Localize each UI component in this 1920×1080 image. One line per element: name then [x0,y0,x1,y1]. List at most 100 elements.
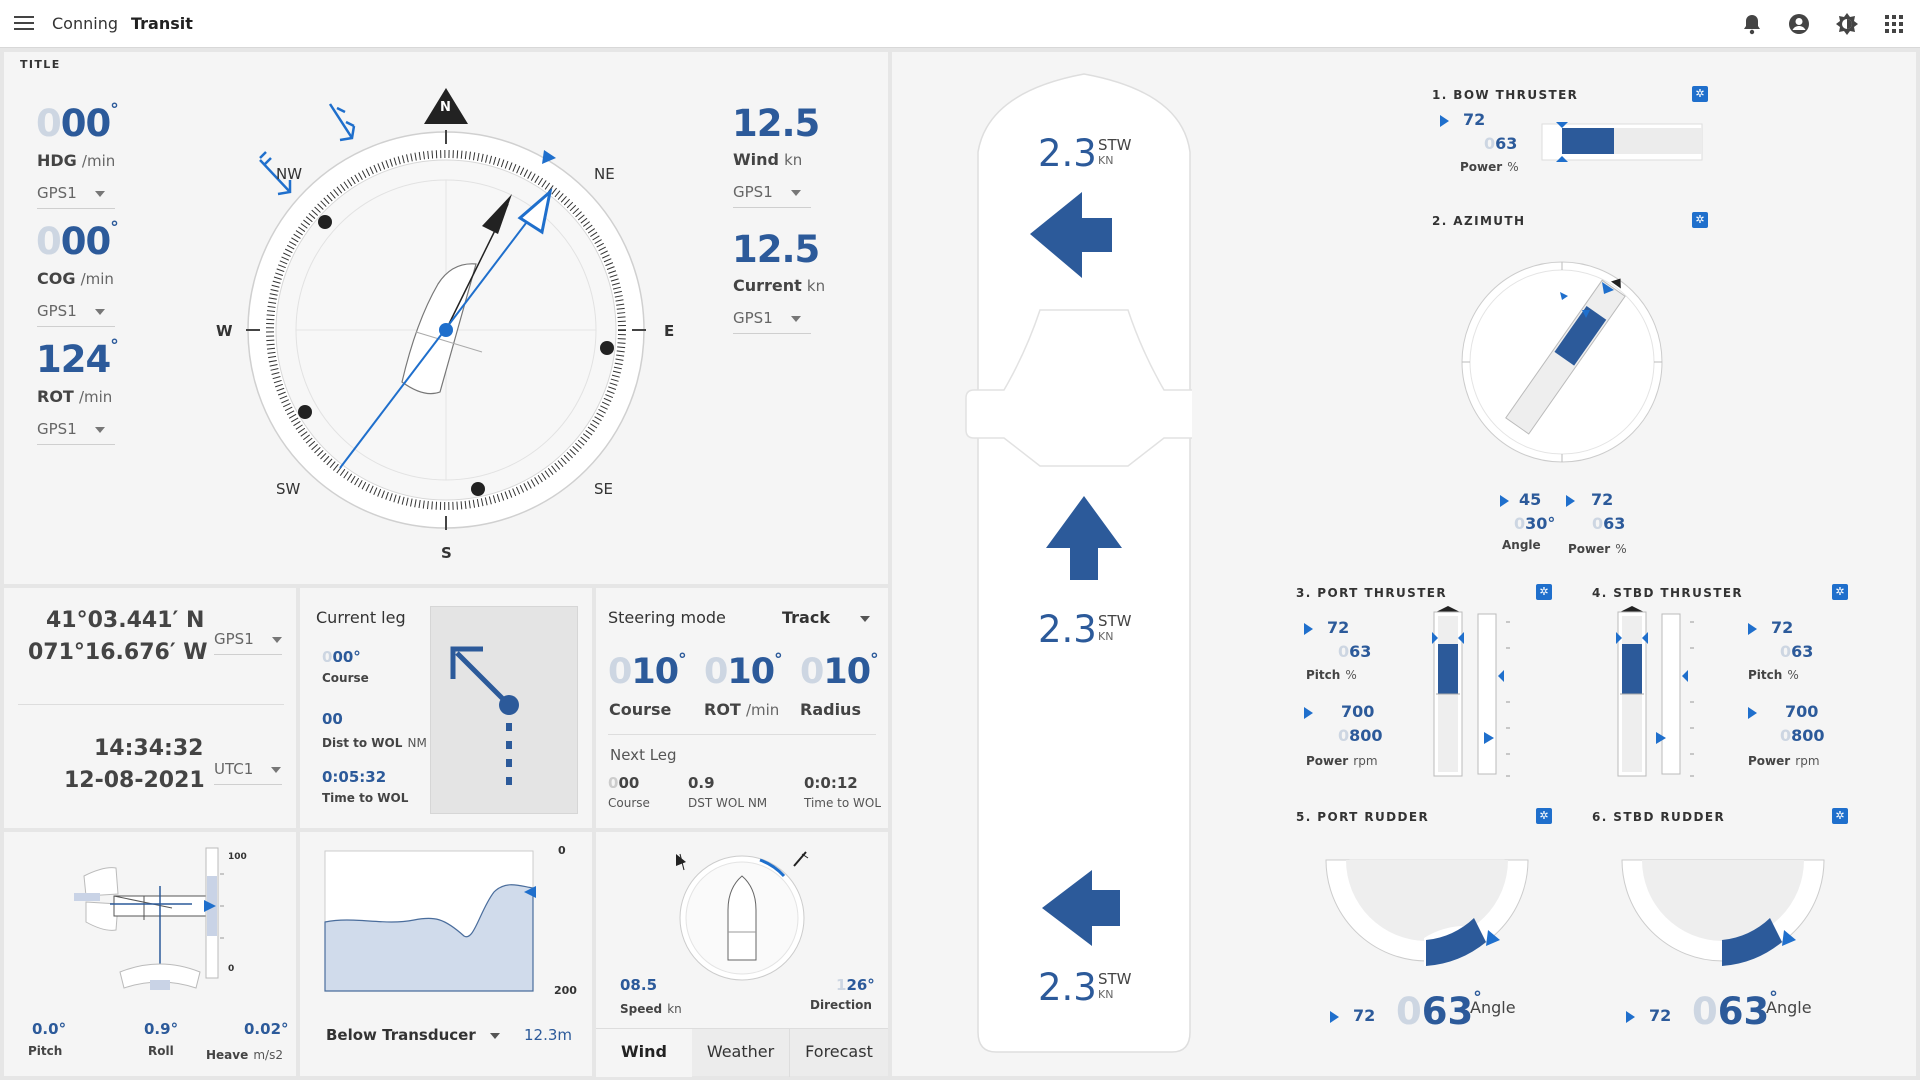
current-label: Current kn [733,276,826,295]
account-icon[interactable] [1788,13,1810,35]
steer-radius-value: 010° [800,650,879,693]
bell-icon[interactable] [1742,13,1762,35]
cardinal-sw: SW [276,480,301,498]
port-power-set: 700 [1304,702,1374,721]
leg-course: 000° [322,648,361,666]
steer-rot-value: 010° [704,650,783,693]
azimuth-title: 2. AZIMUTH [1432,214,1526,228]
cog-value: 000° [36,218,119,264]
leg-diagram [430,606,578,814]
nl-time-label: Time to WOL [804,796,882,810]
wind-dial [676,851,809,981]
propulsion-panel: 2.3 STW KN 2.3 STW KN 2.3 STW KN 1. BOW THRUST… [892,52,1916,1076]
current-value: 12.5 [732,228,820,271]
bow-power-bar [1541,122,1703,162]
cardinal-e: E [664,322,675,340]
rot-label: ROT /min [37,387,113,406]
port-power-actual: 0800 [1338,726,1383,745]
leg-dist-label: Dist to WOL NM [322,736,427,750]
hdg-source-select[interactable]: GPS1 [37,184,105,202]
time-source-select[interactable]: UTC1 [214,760,281,778]
stbd-rudder-set: 72 [1626,1006,1671,1025]
azimuth-power-label: Power % [1568,542,1627,556]
bow-label: Power % [1460,160,1519,174]
wind-panel: 08.5 Speed kn 126° Direction Wind Weathe… [596,832,888,1077]
stbd-power-set: 700 [1748,702,1818,721]
clock-date: 12-08-2021 [64,768,205,793]
nl-course-label: Course [608,796,650,810]
tab-weather[interactable]: Weather [692,1029,790,1077]
stbd-pitch-set: 72 [1748,618,1793,637]
heave-value: 0.02° [244,1020,289,1038]
apps-icon[interactable] [1885,15,1903,33]
cog-label: COG /min [37,269,114,288]
next-leg-title: Next Leg [610,746,677,764]
hdg-value: 000° [36,100,119,146]
port-thruster-title: 3. PORT THRUSTER [1296,586,1448,600]
port-thruster-bars [1432,606,1510,777]
page-title: Transit [131,14,193,33]
cardinal-nw: NW [276,165,303,183]
wind-tab-bar: Wind Weather Forecast [596,1028,888,1077]
azimuth-settings-icon[interactable]: ✲ [1692,212,1708,228]
nl-dst: 0.9 [688,774,715,792]
port-thruster-settings-icon[interactable]: ✲ [1536,584,1552,600]
pitch-value: 0.0° [32,1020,67,1038]
depth-scale-bottom: 200 [554,984,577,997]
depth-reference-select[interactable]: Below Transducer [326,1026,500,1044]
port-rudder-settings-icon[interactable]: ✲ [1536,808,1552,824]
rot-source-select[interactable]: GPS1 [37,420,105,438]
steering-panel: Steering mode Track 010° Course 010° ROT… [596,588,888,828]
port-rudder-gauge [1325,859,1529,966]
port-pitch-set: 72 [1304,618,1349,637]
steer-rot-label: ROT /min [704,700,780,719]
stw-mid: 2.3 STW KN [1038,608,1132,651]
steer-course-value: 010° [608,650,687,693]
clock-time: 14:34:32 [94,736,204,761]
azimuth-angle-actual: 030° [1514,514,1556,533]
port-power-label: Power rpm [1306,754,1378,768]
position-panel: 41°03.441′ N 071°16.676′ W GPS1 14:34:32… [4,588,296,828]
cog-source-select[interactable]: GPS1 [37,302,105,320]
stbd-power-actual: 0800 [1780,726,1825,745]
stbd-rudder-actual: 063° [1692,988,1778,1034]
wind-label: Wind kn [733,150,803,169]
wind-direction-value: 126° [836,976,875,994]
menu-icon[interactable] [14,16,34,30]
current-source-select[interactable]: GPS1 [733,309,801,327]
wind-speed-value: 08.5 [620,976,658,994]
tab-wind[interactable]: Wind [596,1029,692,1077]
current-leg-title: Current leg [316,608,406,627]
bow-thruster-title: 1. BOW THRUSTER [1432,88,1579,102]
stbd-pitch-label: Pitch % [1748,668,1799,682]
hdg-label: HDG /min [37,151,116,170]
tab-forecast[interactable]: Forecast [805,1042,873,1061]
pitch-label: Pitch [28,1044,63,1058]
azimuth-power-actual: 063 [1592,514,1626,533]
roll-label: Roll [148,1044,174,1058]
stbd-power-label: Power rpm [1748,754,1820,768]
wind-source-select[interactable]: GPS1 [733,183,801,201]
depth-chart [324,850,536,992]
attitude-panel: 100 0 0.0° Pitch 0.9° Roll 0.02° Heave m… [4,832,296,1076]
steering-mode-select[interactable]: Track [782,608,870,627]
bow-actual: 063 [1484,134,1518,153]
panel-title: TITLE [20,58,61,71]
stbd-rudder-settings-icon[interactable]: ✲ [1832,808,1848,824]
steer-radius-label: Radius [800,700,861,719]
port-rudder-set: 72 [1330,1006,1375,1025]
cardinal-n: N [440,100,451,115]
cardinal-w: W [216,322,233,340]
depth-panel: 0 200 Below Transducer 12.3m [300,832,592,1076]
stbd-thruster-settings-icon[interactable]: ✲ [1832,584,1848,600]
brightness-icon[interactable] [1835,12,1859,36]
depth-scale-top: 0 [558,844,566,857]
nl-course: 000 [608,774,640,792]
steering-mode-title: Steering mode [608,608,726,627]
compass-panel: TITLE 000° HDG /min GPS1 000° COG /min G… [4,52,888,584]
bow-thruster-settings-icon[interactable]: ✲ [1692,86,1708,102]
rot-value: 124° [36,336,119,382]
position-source-select[interactable]: GPS1 [214,630,282,648]
ship-outline [965,73,1192,1053]
port-rudder-title: 5. PORT RUDDER [1296,810,1430,824]
